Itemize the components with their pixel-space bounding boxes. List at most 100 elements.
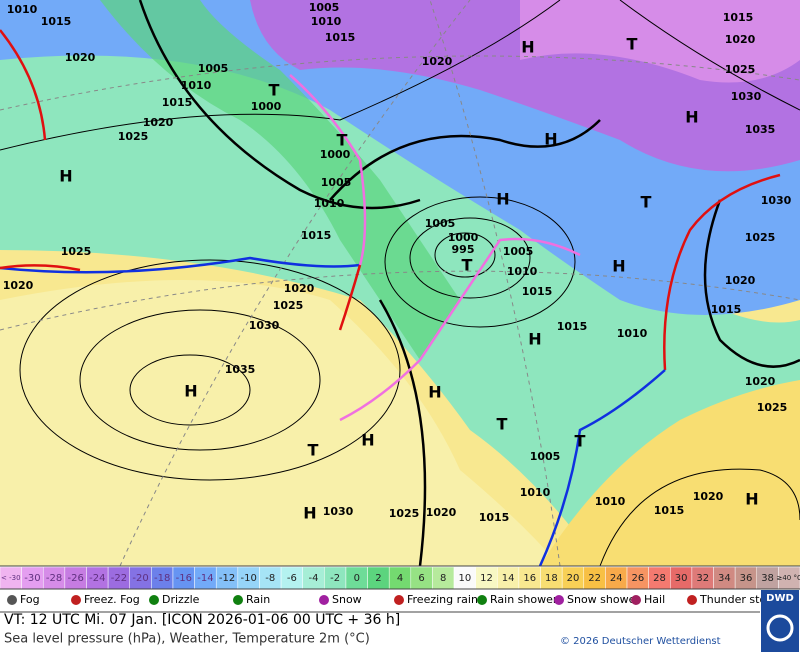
temperature-label: 20 — [567, 573, 580, 584]
isobar-label: 1025 — [61, 245, 92, 258]
weather-icon — [477, 595, 487, 605]
isobar-label: 1020 — [422, 55, 453, 68]
temperature-label: -12 — [219, 573, 235, 584]
graticule — [0, 0, 800, 567]
temperature-label: -4 — [309, 573, 319, 584]
temperature-label: ≥40 °C — [776, 574, 800, 582]
pressure-center: T — [641, 193, 652, 212]
temperature-label: 6 — [418, 573, 424, 584]
isobar-label: 1035 — [225, 363, 256, 376]
temperature-label: 28 — [653, 573, 666, 584]
isobar-label: 1025 — [745, 231, 776, 244]
weather-label: Hail — [644, 593, 665, 606]
temperature-label: 24 — [610, 573, 623, 584]
isobar-label: 1015 — [301, 229, 332, 242]
temperature-label: -30 — [24, 573, 40, 584]
isobar-label: 1025 — [725, 63, 756, 76]
isobar-label: 1015 — [522, 285, 553, 298]
weather-label: Drizzle — [162, 593, 200, 606]
isobar-label: 1030 — [249, 319, 280, 332]
weather-label: Thunder storm — [699, 593, 781, 606]
isobar-label: 1000 — [251, 100, 282, 113]
pressure-center: H — [361, 431, 374, 450]
weather-icon — [631, 595, 641, 605]
weather-label: Freezing rain — [407, 593, 478, 606]
isobar-label: 1005 — [425, 217, 456, 230]
isobar-label: 1020 — [745, 375, 776, 388]
temperature-label: 0 — [354, 573, 360, 584]
temperature-label: 18 — [545, 573, 558, 584]
isobar-label: 1020 — [65, 51, 96, 64]
valid-time: VT: 12 UTC Mi. 07 Jan. [ICON 2026-01-06 … — [4, 612, 400, 628]
temperature-label: -6 — [287, 573, 297, 584]
weather-label: Rain — [246, 593, 270, 606]
weather-label: Snow — [332, 593, 362, 606]
temperature-label: -26 — [68, 573, 84, 584]
isobar-label: 1025 — [757, 401, 788, 414]
isobar-label: 1030 — [761, 194, 792, 207]
isobar-label: 995 — [452, 243, 475, 256]
isobar-label: 1015 — [325, 31, 356, 44]
pressure-center: H — [544, 130, 557, 149]
isobar-label: 1020 — [725, 33, 756, 46]
pressure-center: H — [184, 382, 197, 401]
pressure-center: T — [269, 81, 280, 100]
pressure-center: H — [521, 38, 534, 57]
weather-icon — [7, 595, 17, 605]
isobar-label: 1005 — [309, 1, 340, 14]
pressure-center: H — [303, 504, 316, 523]
isobar-label: 1015 — [711, 303, 742, 316]
isobar-label: 1010 — [507, 265, 538, 278]
temperature-label: 2 — [375, 573, 381, 584]
isobar-label: 1015 — [162, 96, 193, 109]
weather-icon — [554, 595, 564, 605]
temperature-label: 26 — [631, 573, 644, 584]
isobar-label: 1030 — [323, 505, 354, 518]
pressure-center: T — [497, 415, 508, 434]
temperature-label: -10 — [240, 573, 256, 584]
pressure-center: H — [528, 330, 541, 349]
temperature-label: -8 — [265, 573, 275, 584]
temperature-label: -18 — [154, 573, 170, 584]
temperature-label: 32 — [696, 573, 709, 584]
isobar-label: 1005 — [530, 450, 561, 463]
isobar-label: 1000 — [448, 231, 479, 244]
weather-icon — [319, 595, 329, 605]
temperature-label: 38 — [761, 573, 774, 584]
weather-label: Rain shower — [490, 593, 558, 606]
pressure-center: T — [308, 441, 319, 460]
isobars — [0, 0, 800, 567]
weather-label: Snow shower — [567, 593, 640, 606]
temperature-label: -14 — [197, 573, 213, 584]
isobar-label: 1005 — [503, 245, 534, 258]
isobar-label: 1010 — [520, 486, 551, 499]
pressure-center: H — [612, 257, 625, 276]
pressure-center: H — [745, 490, 758, 509]
copyright: © 2026 Deutscher Wetterdienst — [560, 636, 721, 647]
isobar-label: 1020 — [284, 282, 315, 295]
temperature-label: 8 — [440, 573, 446, 584]
pressure-center: H — [59, 167, 72, 186]
weather-icon — [233, 595, 243, 605]
logo-swirl — [766, 614, 794, 642]
isobar-label: 1015 — [723, 11, 754, 24]
temperature-label: -22 — [111, 573, 127, 584]
isobar-label: 1025 — [118, 130, 149, 143]
temperature-label: -28 — [46, 573, 62, 584]
isobar-label: 1015 — [654, 504, 685, 517]
isobar-label: 1010 — [617, 327, 648, 340]
isobar-label: 1015 — [479, 511, 510, 524]
temperature-label: < -30 — [1, 574, 21, 582]
isobar-label: 1020 — [143, 116, 174, 129]
weather-icon — [71, 595, 81, 605]
isobar-label: 1020 — [3, 279, 34, 292]
fronts — [0, 29, 781, 567]
temperature-label: 34 — [718, 573, 731, 584]
isobar-label: 1015 — [557, 320, 588, 333]
logo: DWD — [766, 593, 794, 604]
temperature-label: 10 — [458, 573, 471, 584]
isobar-label: 1010 — [181, 79, 212, 92]
weather-label: Fog — [20, 593, 40, 606]
